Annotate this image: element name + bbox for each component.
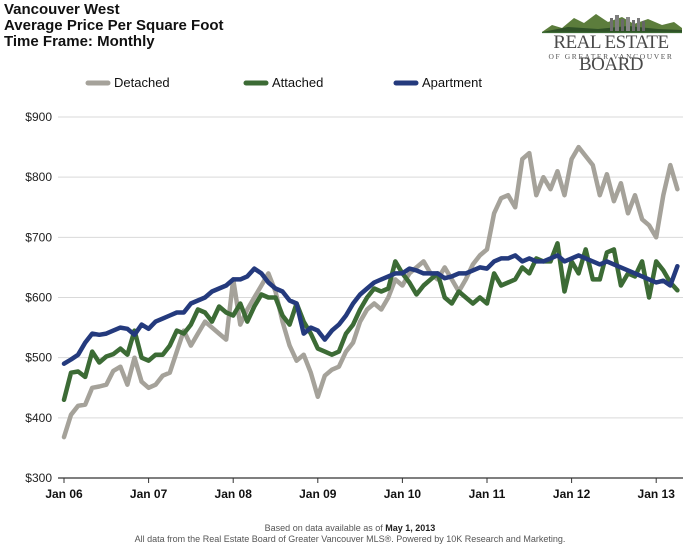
city-skyline-icon	[542, 14, 682, 34]
y-tick-label-900: $900	[25, 110, 52, 124]
x-tick-label-7: Jan 13	[638, 487, 676, 501]
logo-main-text: REAL ESTATE BOARD	[553, 32, 669, 75]
availability-date: May 1, 2013	[385, 523, 436, 533]
legend-label-detached: Detached	[114, 75, 170, 90]
x-tick-label-1: Jan 07	[130, 487, 168, 501]
x-tick-label-0: Jan 06	[45, 487, 83, 501]
y-tick-label-600: $600	[25, 291, 52, 305]
logo-sub-text: OF GREATER VANCOUVER	[548, 52, 674, 61]
chart-series	[61, 144, 680, 440]
y-tick-label-400: $400	[25, 411, 52, 425]
series-line-detached	[61, 144, 680, 440]
legend-item-apartment: Apartment	[393, 75, 482, 90]
y-tick-label-800: $800	[25, 170, 52, 184]
legend-item-attached: Attached	[243, 75, 323, 90]
y-tick-label-300: $300	[25, 471, 52, 485]
metric-title: Average Price Per Square Foot	[4, 17, 224, 34]
x-tick-label-6: Jan 12	[553, 487, 591, 501]
x-tick-label-3: Jan 09	[299, 487, 337, 501]
rebgv-logo: REAL ESTATE BOARD OF GREATER VANCOUVER	[538, 8, 684, 75]
region-title: Vancouver West	[4, 1, 120, 18]
chart-footer: Based on data available as of May 1, 201…	[0, 523, 700, 545]
chart-header: Vancouver West Average Price Per Square …	[4, 2, 224, 50]
x-tick-label-5: Jan 11	[469, 487, 506, 501]
legend-label-attached: Attached	[272, 75, 323, 90]
x-tick-label-4: Jan 10	[384, 487, 422, 501]
y-axis: $300 $400 $500 $600 $700 $800 $900	[25, 110, 52, 485]
series-line-apartment	[61, 253, 680, 366]
timeframe-title: Time Frame: Monthly	[4, 33, 155, 50]
y-tick-label-700: $700	[25, 230, 52, 244]
y-tick-label-500: $500	[25, 351, 52, 365]
x-tick-label-2: Jan 08	[215, 487, 253, 501]
legend-label-apartment: Apartment	[422, 75, 482, 90]
chart-grid	[58, 116, 683, 419]
data-source-note: All data from the Real Estate Board of G…	[134, 534, 566, 544]
data-availability-note: Based on data available as of May 1, 201…	[0, 523, 700, 534]
legend-item-detached: Detached	[85, 75, 170, 90]
chart-legend: Detached Attached Apartment	[85, 75, 482, 90]
series-line-attached	[61, 241, 680, 403]
availability-prefix: Based on data available as of	[264, 523, 386, 533]
x-axis: Jan 06 Jan 07 Jan 08 Jan 09 Jan 10 Jan 11 Jan …	[45, 477, 683, 501]
